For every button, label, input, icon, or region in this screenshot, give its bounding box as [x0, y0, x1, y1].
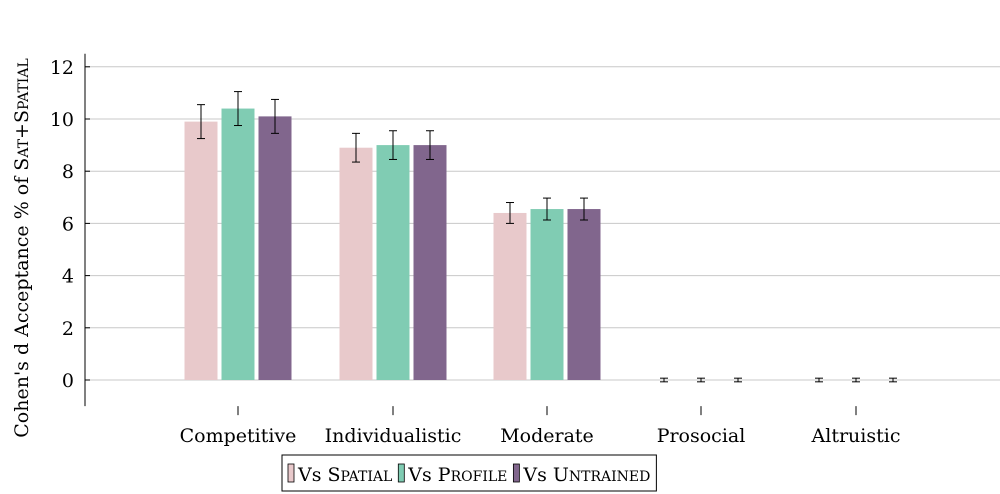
error-bar: [543, 197, 551, 221]
bar: [530, 209, 564, 380]
x-tick-label: Moderate: [500, 425, 594, 447]
legend-item: Vs SPATIAL: [287, 463, 392, 486]
error-bar: [580, 197, 588, 221]
error-bar: [426, 130, 434, 160]
bar: [221, 108, 255, 380]
error-bar: [815, 377, 823, 383]
y-axis-title: Cohen's d Acceptance % of SAT+SPATIAL: [11, 58, 33, 437]
bar: [339, 147, 373, 380]
error-bar: [889, 377, 897, 383]
bar: [567, 209, 601, 380]
bar: [258, 116, 292, 380]
legend-swatch: [397, 463, 405, 483]
bar: [413, 145, 447, 380]
bar: [493, 212, 527, 380]
y-tick-label: 6: [62, 213, 74, 235]
legend-item: Vs UNTRAINED: [512, 463, 650, 486]
y-tick-label: 2: [62, 318, 74, 340]
bars: [184, 108, 601, 381]
error-bar: [734, 377, 742, 383]
error-bar: [234, 91, 242, 127]
error-bar: [660, 377, 668, 383]
axes: [84, 53, 857, 416]
legend-swatch: [512, 463, 520, 483]
error-bar: [352, 132, 360, 163]
y-tick-label: 0: [62, 370, 74, 392]
y-tick-label: 12: [50, 57, 74, 79]
y-tick-label: 4: [62, 266, 74, 288]
x-tick-labels: Competitive Individualistic Moderate Prosoc…: [180, 425, 901, 447]
error-bar: [506, 202, 514, 224]
error-bars: [197, 91, 897, 383]
error-bar: [389, 130, 397, 160]
x-tick-label: Altruistic: [811, 425, 901, 447]
y-tick-label: 8: [62, 161, 74, 183]
x-tick-label: Individualistic: [325, 425, 462, 447]
bar: [184, 121, 218, 381]
legend-item: Vs PROFILE: [397, 463, 507, 486]
legend: Vs SPATIAL Vs PROFILE Vs UNTRAINED: [281, 454, 657, 492]
error-bar: [697, 377, 705, 383]
x-tick-label: Competitive: [180, 425, 297, 447]
legend-label: Vs SPATIAL: [297, 464, 392, 486]
error-bar: [852, 377, 860, 383]
legend-swatch: [287, 463, 295, 483]
error-bar: [197, 104, 205, 140]
legend-label: Vs UNTRAINED: [522, 464, 650, 486]
y-tick-label: 10: [50, 109, 74, 131]
legend-box: [281, 454, 657, 492]
bar: [376, 145, 410, 380]
x-tick-label: Prosocial: [657, 425, 746, 447]
error-bar: [271, 98, 279, 134]
legend-label: Vs PROFILE: [407, 464, 507, 486]
y-tick-labels: 0 2 4 6 8 10 12: [50, 57, 74, 392]
